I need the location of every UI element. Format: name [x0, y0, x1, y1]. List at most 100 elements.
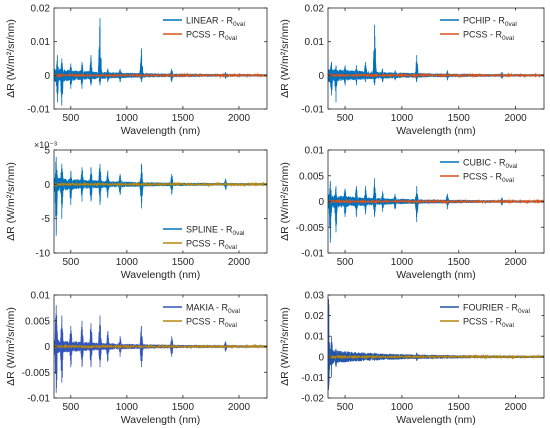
panel-5: -0.01 -0.005 0 0.005 0.01 500 1000 1500 2000 Wave…: [5, 291, 268, 426]
x-tick-label: 500: [337, 257, 354, 268]
y-tick-label: 0.01: [305, 37, 325, 48]
series-reference-line: [54, 343, 267, 350]
y-exponent-label: ×10⁻³: [34, 140, 57, 150]
x-tick-label: 2000: [228, 113, 251, 124]
y-tick-label: 0.01: [305, 332, 325, 343]
series-method-line: [328, 178, 544, 243]
panel-1: -0.01 0 0.01 0.02 500 1000 1500 2000 Wavelength …: [5, 4, 268, 137]
legend-box: [159, 297, 265, 329]
y-tick-label: 0.005: [299, 171, 324, 182]
y-tick-label: -0.01: [27, 105, 50, 116]
series-reference-line: [328, 353, 544, 361]
x-tick-label: 1000: [116, 113, 139, 124]
x-tick-label: 500: [62, 257, 79, 268]
y-tick-label: -0.005: [22, 368, 51, 379]
legend-box: [436, 152, 542, 184]
plot-area: [328, 24, 544, 103]
legend-entry: PCSS - R0val: [186, 317, 237, 330]
x-axis-label: Wavelength (nm): [121, 414, 201, 426]
x-tick-label: 1000: [116, 402, 139, 413]
panel-6: -0.02 -0.01 0 0.01 0.02 0.03 500 1000 1500 2000 Wa…: [279, 291, 545, 426]
x-tick-label: 2000: [504, 113, 527, 124]
y-axis-label: ΔR (W/m²/sr/nm): [5, 307, 17, 386]
legend-box: [436, 297, 542, 329]
y-axis-label: ΔR (W/m²/sr/nm): [279, 19, 291, 98]
panel-2: -0.01 0 0.01 0.02 500 1000 1500 2000 Wavelength …: [279, 4, 545, 137]
x-tick-label: 1500: [448, 113, 471, 124]
axes-box: [327, 7, 545, 110]
y-tick-label: 0: [318, 71, 324, 82]
plot-area: [54, 18, 267, 106]
legend-entry: SPLINE - R0val: [186, 225, 245, 238]
legend-entry: FOURIER - R0val: [463, 303, 530, 316]
series-reference-line: [328, 72, 544, 79]
y-tick-label: -5: [41, 214, 50, 225]
x-tick-label: 2000: [228, 257, 251, 268]
x-tick-label: 1000: [391, 113, 414, 124]
y-tick-label: 0: [318, 352, 324, 363]
y-tick-label: 0: [318, 197, 324, 208]
y-tick-label: 0.02: [305, 4, 325, 15]
x-tick-label: 2000: [504, 257, 527, 268]
series-reference-line: [54, 72, 267, 79]
plot-area: [54, 305, 267, 393]
y-tick-label: -0.01: [301, 105, 324, 116]
legend-entry: PCSS - R0val: [186, 239, 237, 252]
y-tick-label: 0: [44, 180, 50, 191]
y-tick-label: 0.01: [305, 146, 325, 157]
y-axis-label: ΔR (W/m²/sr/nm): [5, 19, 17, 98]
legend-entry: PCSS - R0val: [463, 172, 514, 185]
x-tick-label: 500: [62, 402, 79, 413]
y-tick-label: 0.02: [31, 4, 51, 15]
x-tick-label: 1000: [116, 257, 139, 268]
axes-box: [53, 149, 268, 254]
x-tick-label: 2000: [504, 402, 527, 413]
axes-box: [53, 7, 268, 110]
x-axis-label: Wavelength (nm): [396, 125, 476, 137]
legend-entry: CUBIC - R0val: [463, 158, 518, 171]
panel-4: -0.01 -0.005 0 0.005 0.01 500 1000 1500 2000 Wave…: [279, 146, 545, 281]
y-axis-label: ΔR (W/m²/sr/nm): [279, 162, 291, 241]
x-tick-label: 1500: [172, 113, 195, 124]
plot-area: [328, 299, 544, 390]
x-axis-label: Wavelength (nm): [121, 269, 201, 281]
x-tick-label: 1500: [172, 257, 195, 268]
y-tick-label: 0.01: [31, 291, 51, 302]
y-tick-label: 0.02: [305, 311, 325, 322]
y-tick-label: -0.01: [301, 373, 324, 384]
legend-box: [436, 10, 542, 42]
y-tick-label: -0.005: [296, 223, 325, 234]
y-tick-label: 0.01: [31, 37, 51, 48]
y-tick-label: 0.005: [25, 316, 50, 327]
y-tick-label: -0.02: [301, 394, 324, 405]
y-tick-label: -0.01: [27, 394, 50, 405]
x-tick-label: 1000: [391, 402, 414, 413]
y-axis-label: ΔR (W/m²/sr/nm): [279, 307, 291, 386]
legend-entry: PCHIP - R0val: [463, 16, 517, 29]
legend-entry: LINEAR - R0val: [186, 16, 245, 29]
x-tick-label: 1500: [448, 402, 471, 413]
x-axis-label: Wavelength (nm): [396, 269, 476, 281]
x-tick-label: 500: [62, 113, 79, 124]
x-tick-label: 500: [337, 113, 354, 124]
y-tick-label: 5: [44, 146, 50, 157]
panel-3: -10 -5 0 5 500 1000 1500 2000 ×10⁻³ Wavelength (n…: [5, 140, 268, 281]
y-axis-label: ΔR (W/m²/sr/nm): [5, 162, 17, 241]
y-tick-label: -10: [36, 249, 51, 260]
x-tick-label: 1500: [172, 402, 195, 413]
plot-area: [328, 178, 544, 243]
axes-box: [327, 294, 545, 399]
x-tick-label: 1000: [391, 257, 414, 268]
y-tick-label: 0.03: [305, 291, 325, 302]
x-axis-label: Wavelength (nm): [121, 125, 201, 137]
legend-box: [159, 219, 265, 251]
y-tick-label: 0: [44, 71, 50, 82]
legend-entry: PCSS - R0val: [463, 30, 514, 43]
